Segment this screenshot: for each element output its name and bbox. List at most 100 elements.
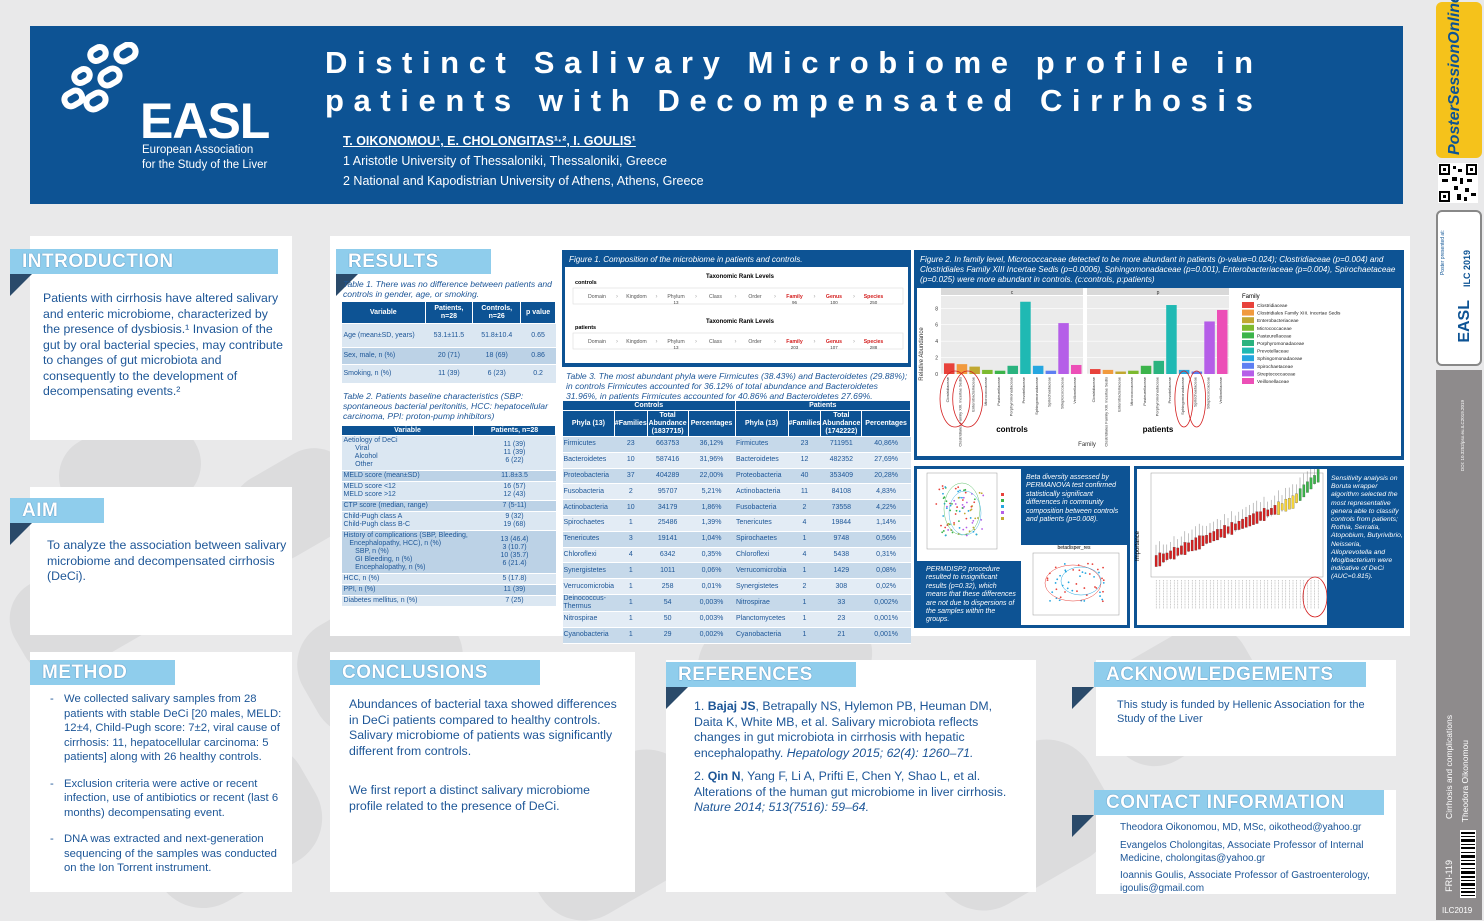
table-cell: 1 — [614, 515, 648, 532]
point — [950, 529, 952, 531]
table-cell: 4,22% — [861, 499, 911, 516]
ilc-footer: ILC2019 — [1442, 906, 1473, 915]
easl-tab[interactable] — [1436, 210, 1482, 366]
legend-swatch — [1242, 355, 1254, 362]
table1-caption: Table 1. There was no difference between… — [343, 279, 552, 300]
table3-header: Total Abundance (1742222) — [820, 410, 863, 437]
qr-code-icon[interactable] — [1438, 163, 1478, 203]
table-row: Child-Pugh class A Child-Pugh class B-C 9… — [341, 511, 556, 531]
legend-swatch — [1001, 505, 1004, 508]
table-3: Controls Patients Phyla (13) #Families T… — [562, 400, 911, 644]
legend-label: Micrococcaceae — [1257, 326, 1292, 332]
table-cell: 10 — [614, 452, 648, 469]
point — [938, 488, 941, 491]
table-cell: 5438 — [820, 547, 862, 564]
point — [1101, 600, 1104, 603]
pcoa-scatter — [926, 472, 1004, 550]
bar — [944, 363, 955, 374]
box — [1162, 553, 1165, 563]
table-cell: 0,01% — [688, 578, 735, 595]
box — [1270, 508, 1273, 515]
point — [1063, 563, 1066, 565]
references-panel — [666, 660, 1036, 892]
rank-label: Family — [786, 294, 803, 300]
email-link[interactable]: oikotheod@yahoo.gr — [1268, 822, 1362, 833]
bar — [982, 369, 993, 374]
table-cell: 1,14% — [861, 515, 911, 532]
table-cell: 9 (32) 19 (68) — [473, 511, 556, 531]
heading-fold — [10, 274, 32, 296]
table-cell: 353409 — [820, 468, 862, 485]
group-ellipse — [948, 490, 982, 536]
email-link[interactable]: igoulis@gmail.com — [1120, 882, 1205, 894]
point — [1059, 574, 1061, 577]
barcode-pattern — [1461, 832, 1475, 896]
legend-label: Enterobacteriaceae — [1257, 318, 1299, 324]
highlight-circle — [1187, 370, 1207, 428]
table-cell: 1,86% — [688, 499, 735, 516]
legend-swatch — [1242, 332, 1254, 339]
taxonomy-rank-diagram: controls Taxonomic Rank Levels Domain › King… — [572, 274, 904, 350]
rank-track — [572, 332, 904, 350]
table3-header: Phyla (13) — [734, 410, 789, 437]
box — [1158, 552, 1162, 567]
point — [971, 521, 974, 524]
table-cell: Spirochaetes — [735, 531, 788, 548]
table-cell: 73558 — [820, 499, 862, 516]
figure3-caption: Beta diversity assessed by PERMANOVA tes… — [1026, 474, 1119, 524]
topic: Cirrhosis and complications — [1444, 715, 1454, 819]
table1-header: p value — [520, 301, 556, 324]
point — [1049, 599, 1051, 602]
legend-label: Sphingomonadaceae — [1257, 356, 1303, 362]
x-tick-label: Micrococcaceae — [1129, 376, 1134, 406]
rank-label: Order — [748, 294, 762, 300]
table-cell: Cyanobacteria — [735, 627, 788, 644]
rank-label: Class — [709, 339, 722, 345]
point — [1075, 583, 1078, 585]
table-cell: 19141 — [647, 531, 689, 548]
box — [1205, 535, 1208, 544]
box — [1259, 511, 1262, 521]
table-cell: 0,003% — [688, 594, 735, 612]
table-row: Deinococcus-Thermus 1 54 0,003% Nitrospirae 1… — [562, 594, 911, 612]
box — [1230, 522, 1234, 535]
box — [1291, 495, 1295, 509]
point — [1076, 590, 1078, 593]
table1-header: Patients, n=28 — [424, 301, 474, 324]
point — [1051, 591, 1054, 594]
email-link[interactable]: cholongitas@yahoo.gr — [1165, 852, 1266, 864]
rank-label: Family — [786, 339, 803, 345]
box — [1176, 547, 1180, 556]
table-cell: Tenericutes — [735, 515, 788, 532]
barcode-icon — [1460, 830, 1476, 898]
chevron-icon: › — [616, 339, 618, 345]
authors: T. OIKONOMOU¹, E. CHOLONGITAS¹·², I. GOU… — [343, 134, 636, 148]
legend-swatch — [1242, 302, 1254, 308]
table-cell: 34179 — [647, 499, 689, 516]
contact-heading: CONTACT INFORMATION — [1094, 790, 1384, 815]
legend-swatch — [1242, 324, 1254, 331]
rank-title: Taxonomic Rank Levels — [706, 274, 775, 280]
table3-header: Phyla (13) — [562, 410, 615, 437]
table-cell: 1 — [614, 562, 648, 580]
rank-track — [572, 287, 904, 305]
rank-label: Phylum — [667, 339, 684, 345]
chevron-icon: › — [814, 339, 816, 345]
box — [1172, 547, 1176, 560]
table-cell: Synergistetes — [562, 562, 615, 580]
table-cell: 19844 — [820, 515, 862, 532]
table-cell: 1,39% — [688, 515, 735, 532]
point — [958, 520, 960, 523]
rank-count: 250 — [870, 300, 878, 305]
row-label: controls — [575, 280, 597, 286]
conclusions-panel — [330, 652, 635, 892]
table-cell: 27,69% — [861, 452, 911, 469]
point — [965, 526, 968, 529]
poster-session-tab[interactable] — [1436, 2, 1482, 158]
contact-1: Theodora Oikonomou, MD, MSc, oikotheod@y… — [1120, 822, 1362, 833]
heading-fold — [1072, 687, 1094, 709]
method-bullet: DNA was extracted and next-generation se… — [50, 832, 282, 876]
point — [941, 485, 944, 487]
title-line-1: Distinct Salivary Microbiome profile in — [325, 45, 1263, 80]
point — [962, 496, 965, 499]
